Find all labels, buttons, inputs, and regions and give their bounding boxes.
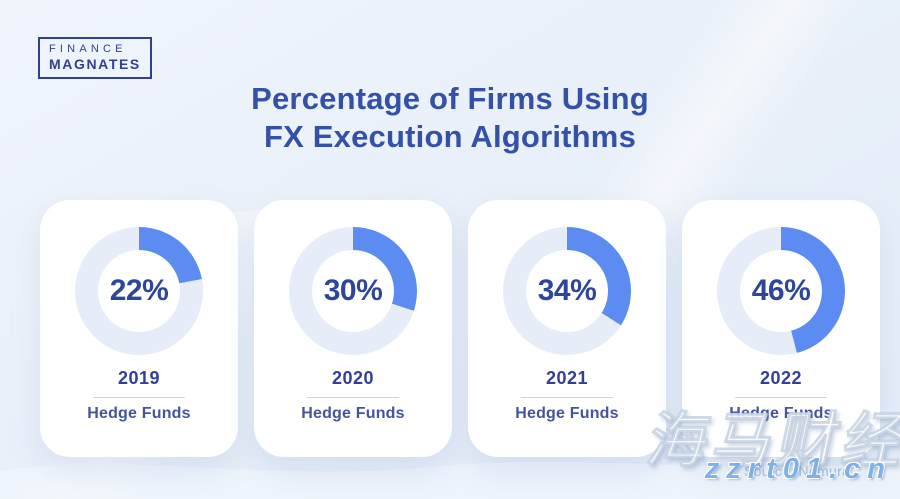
finance-magnates-logo: FINANCE MAGNATES [38, 37, 152, 79]
donut-chart-2020: 30% [289, 227, 417, 355]
category-label: Hedge Funds [515, 405, 619, 422]
divider-line [735, 397, 827, 398]
year-label: 2019 [117, 368, 161, 388]
category-label: Hedge Funds [87, 405, 191, 422]
card-2021: 34% 2021 Hedge Funds [468, 200, 666, 457]
category-label: Hedge Funds [301, 405, 405, 422]
year-label: 2020 [331, 368, 375, 388]
divider-line [521, 397, 613, 398]
donut-chart-2021: 34% [503, 227, 631, 355]
divider-line [93, 397, 185, 398]
percent-value: 30% [323, 274, 383, 307]
donut-chart-2019: 22% [75, 227, 203, 355]
title-line-1: Percentage of Firms Using [251, 81, 649, 116]
percent-value: 46% [751, 274, 811, 307]
watermark-site: zzrt01.cn [704, 453, 892, 485]
background-wave [0, 461, 900, 499]
logo-line-finance: FINANCE [49, 43, 127, 55]
logo-line-magnates: MAGNATES [49, 56, 141, 72]
category-label: Hedge Funds [729, 405, 833, 422]
card-2019: 22% 2019 Hedge Funds [40, 200, 238, 457]
percent-value: 34% [537, 274, 597, 307]
title-line-2: FX Execution Algorithms [263, 119, 637, 154]
source-note: Source: Nomura [744, 463, 851, 479]
donut-chart-2022: 46% [717, 227, 845, 355]
card-2020: 30% 2020 Hedge Funds [254, 200, 452, 457]
percent-value: 22% [109, 274, 169, 307]
page-title: Percentage of Firms Using FX Execution A… [0, 80, 900, 156]
divider-line [307, 397, 399, 398]
donut-hole [98, 250, 180, 332]
year-label: 2021 [545, 368, 589, 388]
year-label: 2022 [759, 368, 803, 388]
